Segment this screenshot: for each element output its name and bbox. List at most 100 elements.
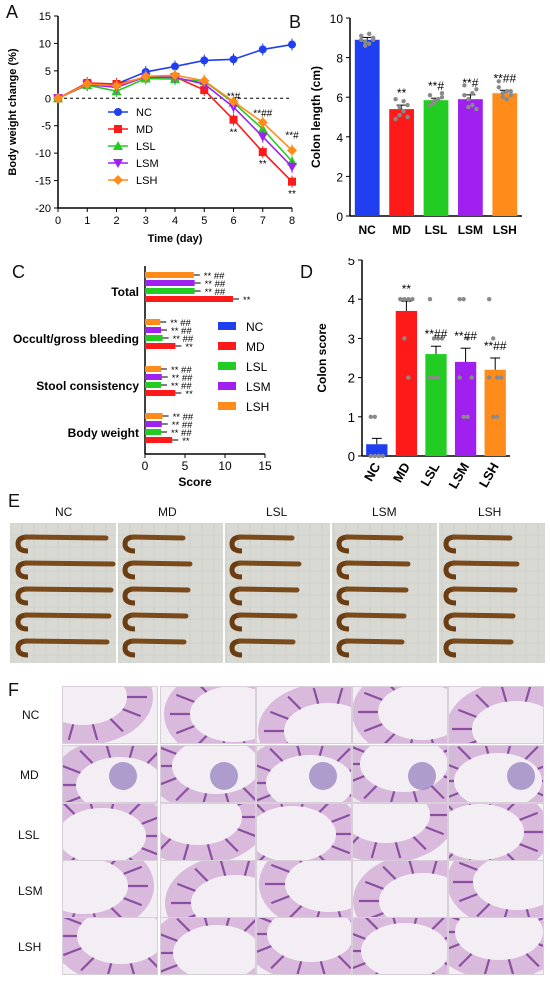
tissue-rendering: [161, 804, 255, 860]
crypt: [353, 746, 365, 753]
point-lsh: [170, 70, 180, 81]
point-md: [200, 86, 209, 95]
crypt: [412, 790, 418, 802]
bar-lsm: [145, 327, 161, 333]
x-tick-label: 5: [182, 459, 189, 473]
data-point-nc: [368, 414, 373, 419]
significance-md: **: [402, 282, 412, 296]
inflammatory-infiltrate: [109, 762, 137, 790]
crypt: [270, 955, 285, 970]
crypt: [506, 804, 516, 811]
histology-image-r2-c1: [62, 745, 158, 803]
data-point-lsh: [487, 297, 492, 302]
tissue-rendering: [165, 861, 255, 917]
y-tick-label: 15: [39, 11, 51, 23]
data-point-md: [402, 297, 407, 302]
colon-loop: [229, 534, 243, 554]
legend-swatch-lsh: [218, 402, 236, 410]
lumen: [257, 806, 336, 860]
bar-md: [145, 343, 176, 349]
histology-image-r2-c5: [448, 745, 544, 803]
crypt: [122, 708, 142, 718]
crypt: [70, 857, 76, 860]
crypt: [161, 933, 178, 942]
histology-image-r3-c1: [62, 803, 158, 861]
tissue-rendering: [257, 746, 351, 802]
y-tick-label: 1: [348, 410, 355, 425]
crypt: [475, 693, 490, 708]
histo-label-nc: NC: [22, 708, 40, 722]
data-point-lsl: [435, 336, 441, 341]
histology-image-r5-c2: [160, 917, 256, 975]
crypt: [146, 751, 157, 764]
y-tick-label: 2: [348, 371, 355, 386]
histology-image-r3-c4: [352, 803, 448, 861]
lumen: [361, 923, 447, 974]
colon-loop: [122, 586, 136, 606]
point-lsh: [228, 96, 239, 107]
legend-swatch-nc: [218, 322, 236, 330]
crypt: [370, 841, 378, 859]
y-tick-label: 6: [336, 91, 343, 105]
x-tick-label-lsm: LSM: [445, 460, 472, 490]
histology-image-r2-c4: [352, 745, 448, 803]
legend-marker-nc: [114, 108, 122, 116]
crypt: [507, 958, 515, 974]
point-md: [288, 177, 296, 186]
crypt: [202, 792, 208, 802]
crypt: [257, 804, 266, 813]
crypt: [105, 746, 112, 759]
crypt: [64, 796, 81, 802]
histo-label-lsm: LSM: [18, 884, 43, 898]
crypt: [318, 746, 324, 757]
colon-loop: [122, 534, 136, 554]
crypt: [538, 918, 543, 921]
data-point-lsl: [435, 96, 441, 102]
bar-nc: [366, 444, 388, 456]
tissue-rendering: [161, 918, 255, 974]
x-tick-label-lsl: LSL: [417, 460, 442, 489]
bar-lsl: [145, 288, 195, 294]
data-point-lsm: [474, 106, 479, 112]
crypt: [141, 816, 157, 825]
significance-lsl: ** ##: [205, 287, 226, 298]
colon-loop: [122, 638, 136, 658]
crypt: [80, 957, 95, 972]
histo-label-lsl: LSL: [18, 828, 40, 842]
data-point-lsh: [491, 414, 496, 419]
data-point-lsh: [504, 89, 509, 94]
crypt: [483, 958, 491, 974]
photo-label-lsh: LSH: [478, 505, 502, 519]
significance-lsh: **##: [493, 71, 516, 85]
crypt: [257, 945, 272, 953]
lumen: [63, 687, 127, 725]
data-point-lsm: [470, 102, 475, 108]
panel-label-d: D: [300, 262, 313, 282]
crypt: [147, 957, 157, 969]
crypt: [331, 813, 351, 823]
colon-photo-grid: [9, 522, 545, 663]
y-tick-label: 4: [348, 292, 355, 307]
crypt: [337, 955, 351, 970]
tissue-rendering: [353, 804, 447, 860]
point-md: [229, 115, 238, 124]
bar-md: [389, 109, 414, 216]
inflammatory-infiltrate: [210, 762, 238, 790]
category-label-0: Total: [111, 285, 139, 299]
crypt: [72, 912, 76, 917]
significance-lsm: ** ##: [172, 373, 193, 384]
crypt: [194, 867, 209, 882]
crypt: [392, 918, 397, 925]
crypt: [413, 918, 418, 925]
category-label-1: Occult/gross bleeding: [13, 332, 139, 346]
histology-image-r2-c2: [160, 745, 256, 803]
colon-specimen: [451, 560, 520, 567]
data-point-md: [398, 297, 403, 302]
crypt: [382, 865, 397, 880]
colon-specimen: [451, 586, 518, 593]
point-nc: [288, 40, 296, 49]
x-tick-label-md: MD: [392, 223, 411, 237]
lumen: [353, 804, 430, 843]
data-point-nc: [359, 33, 364, 39]
